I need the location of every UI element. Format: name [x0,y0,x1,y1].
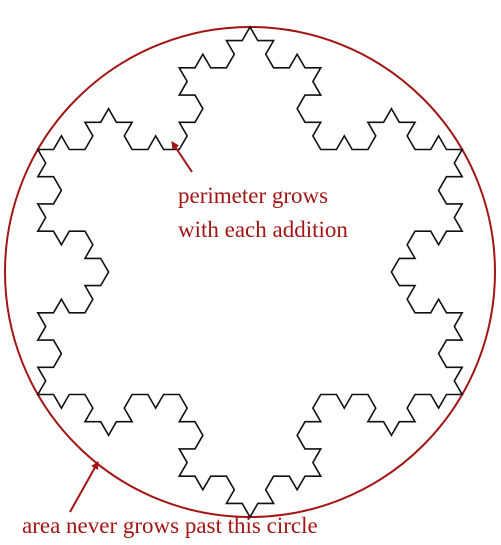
bounding-circle [4,26,496,518]
perimeter-label-line1: perimeter grows [178,183,328,208]
koch-snowflake [36,25,464,519]
perimeter-arrow [171,141,193,173]
perimeter-label-line2: with each addition [178,217,348,242]
area-arrow [69,461,99,513]
area-label: area never grows past this circle [22,513,318,538]
